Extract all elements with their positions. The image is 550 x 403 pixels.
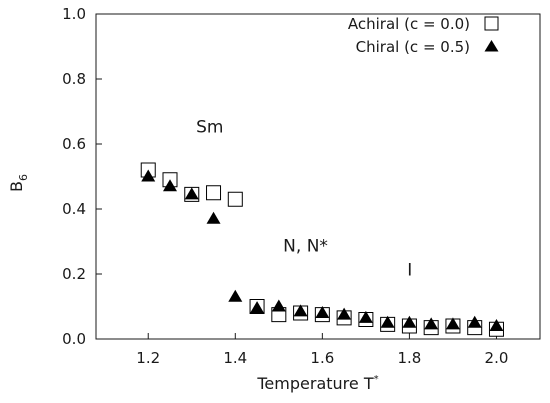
y-tick-label: 1.0 (62, 5, 86, 23)
legend-marker-achiral (484, 16, 499, 31)
legend-marker-chiral (484, 40, 499, 52)
x-tick-label: 1.2 (136, 349, 160, 367)
chiral-point (163, 179, 177, 192)
y-tick-label: 0.4 (62, 200, 86, 218)
chiral-point (489, 319, 504, 331)
x-tick-label: 2.0 (485, 349, 509, 367)
phase-annotation: N, N* (283, 236, 328, 256)
x-tick-label: 1.4 (223, 349, 247, 367)
chiral-point (271, 299, 286, 312)
chiral-point (467, 315, 482, 328)
x-tick-label: 1.8 (397, 349, 421, 367)
y-axis-title: B6 (7, 174, 30, 192)
y-tick-label: 0.8 (62, 70, 86, 88)
chiral-point (228, 289, 243, 302)
achiral-point (206, 185, 222, 201)
y-tick-label: 0.6 (62, 135, 86, 153)
plot-frame (95, 13, 541, 340)
y-axis: 0.0 0.2 0.4 0.6 0.8 1.0 (62, 5, 102, 348)
chiral-point (380, 315, 395, 328)
chiral-point (445, 317, 460, 330)
legend-label-achiral: Achiral (c = 0.0) (348, 15, 470, 33)
chiral-point (402, 315, 417, 328)
chiral-point (141, 169, 156, 182)
x-tick-label: 1.6 (310, 349, 334, 367)
chiral-point (337, 307, 352, 320)
chiral-point (293, 304, 308, 317)
legend-label-chiral: Chiral (c = 0.5) (356, 38, 470, 56)
chiral-point (250, 301, 265, 314)
y-tick-label: 0.2 (62, 265, 86, 283)
achiral-point (227, 191, 243, 207)
annotations: Sm N, N* I (196, 118, 412, 281)
chiral-point (315, 306, 330, 318)
legend: Achiral (c = 0.0) Chiral (c = 0.5) (348, 15, 499, 56)
chiral-point (358, 310, 373, 323)
data-points (140, 162, 504, 337)
chiral-point (184, 187, 199, 200)
x-axis: 1.2 1.4 1.6 1.8 2.0 (136, 333, 508, 367)
phase-annotation: Sm (196, 118, 223, 138)
chiral-point (424, 317, 439, 330)
x-axis-title: Temperature T* (256, 374, 378, 393)
phase-annotation: I (407, 261, 412, 281)
y-tick-label: 0.0 (62, 330, 86, 348)
chiral-point (206, 211, 221, 224)
